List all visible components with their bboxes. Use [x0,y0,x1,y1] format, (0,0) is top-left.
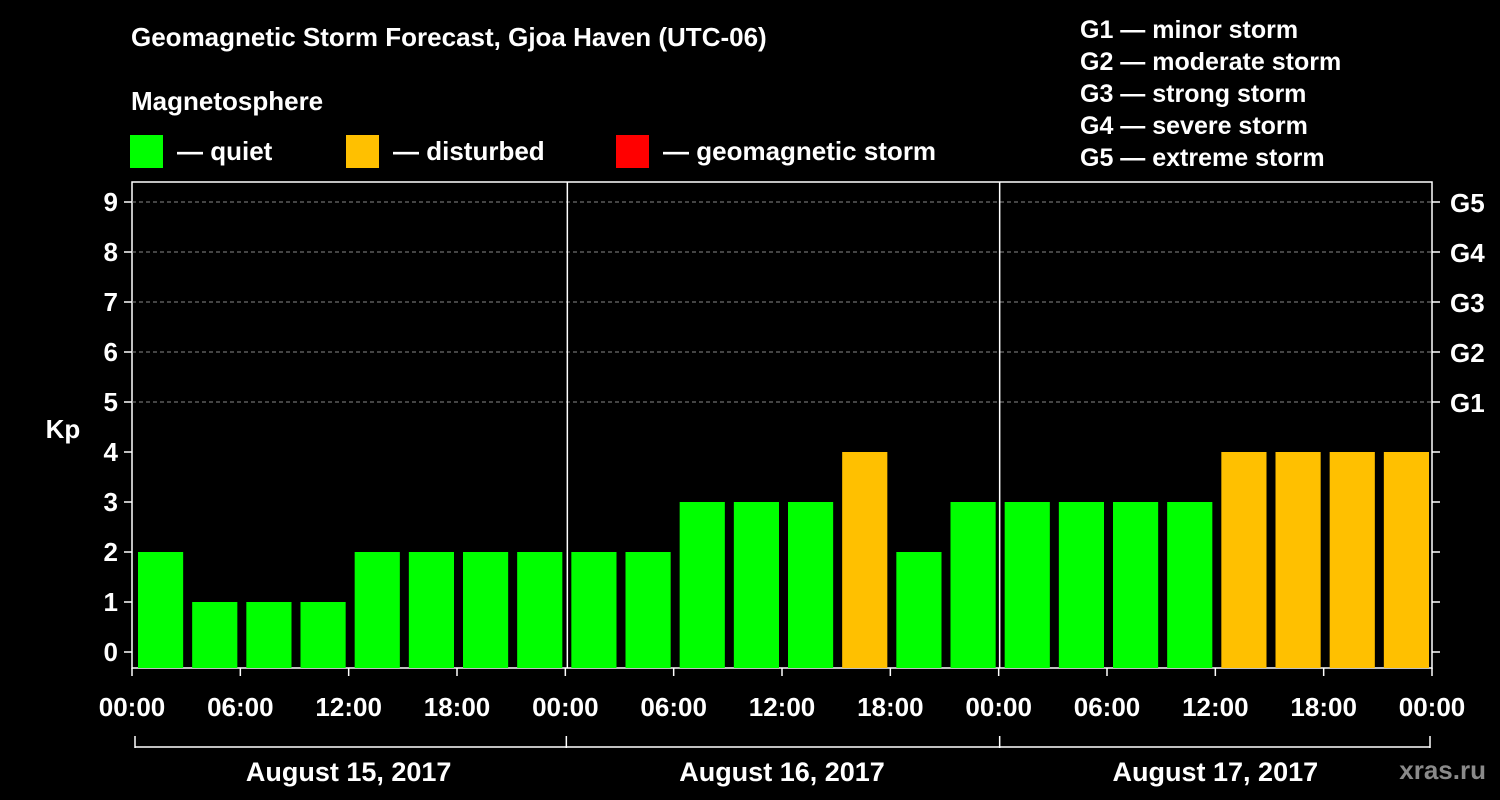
kp-bar [896,552,942,668]
kp-bar [571,552,617,668]
legend-swatch-quiet [130,134,163,168]
y-tick-label: 9 [104,187,118,217]
x-tick-label: 06:00 [640,692,707,722]
x-tick-label: 00:00 [99,692,166,722]
x-tick-label: 06:00 [1074,692,1141,722]
y-right-label-g1: G1 [1450,388,1485,418]
x-tick-label: 18:00 [1290,692,1357,722]
watermark: xras.ru [1399,755,1486,785]
y-right-label-g2: G2 [1450,338,1485,368]
kp-bar [517,552,563,668]
chart-subtitle: Magnetosphere [131,86,324,116]
x-tick-label: 00:00 [965,692,1032,722]
y-right-label-g4: G4 [1450,238,1485,268]
x-tick-label: 12:00 [1182,692,1249,722]
x-tick-label: 00:00 [532,692,599,722]
y-tick-label: 6 [104,337,118,367]
y-tick-label: 3 [104,487,118,517]
kp-bar [1275,452,1321,668]
kp-bar [1221,452,1267,668]
kp-bar [1113,502,1159,668]
kp-bar [625,552,671,668]
chart-title: Geomagnetic Storm Forecast, Gjoa Haven (… [131,22,767,52]
kp-bar [354,552,400,668]
x-tick-label: 12:00 [749,692,816,722]
kp-bar [679,502,725,668]
kp-bar [192,602,238,668]
g-scale-item-g1: G1 — minor storm [1080,16,1299,44]
y-tick-label: 7 [104,287,118,317]
legend-swatch-storm [616,134,649,168]
g-scale-list: G1 — minor storm G2 — moderate storm G3 … [1080,14,1341,174]
g-scale-item-g2: G2 — moderate storm [1080,48,1342,76]
g-scale-item-g3: G3 — strong storm [1080,80,1307,108]
legend-quiet: — quiet [130,134,272,168]
y-axis-label: Kp [46,414,81,444]
y-tick-label: 0 [104,637,118,667]
kp-bar [138,552,184,668]
x-tick-label: 18:00 [857,692,924,722]
kp-bar [842,452,888,668]
x-tick-label: 00:00 [1399,692,1466,722]
day-label: August 16, 2017 [679,757,885,787]
y-right-label-g3: G3 [1450,288,1485,318]
y-tick-label: 5 [104,387,118,417]
legend-label-storm: — geomagnetic storm [663,135,937,166]
g-scale-item-g4: G4 — severe storm [1080,112,1308,140]
y-tick-label: 4 [104,437,119,467]
kp-bar [300,602,346,668]
legend-storm: — geomagnetic storm [616,134,936,168]
kp-bar [1167,502,1213,668]
g-scale-item-g5: G5 — extreme storm [1080,144,1325,172]
kp-bar [1004,502,1050,668]
x-tick-label: 18:00 [424,692,491,722]
y-tick-label: 8 [104,237,118,267]
day-label: August 17, 2017 [1113,757,1319,787]
kp-bar [408,552,454,668]
legend-label-quiet: — quiet [177,135,273,166]
y-right-label-g5: G5 [1450,188,1485,218]
kp-bar [950,502,996,668]
kp-bar [463,552,509,668]
kp-bar [733,502,779,668]
kp-bar [246,602,292,668]
kp-bar [788,502,834,668]
y-tick-label: 2 [104,537,118,567]
legend-disturbed: — disturbed [346,134,545,168]
day-label: August 15, 2017 [246,757,452,787]
kp-bar [1383,452,1429,668]
x-tick-label: 06:00 [207,692,274,722]
legend-label-disturbed: — disturbed [393,135,545,166]
x-tick-label: 12:00 [315,692,382,722]
kp-bar [1058,502,1104,668]
legend-swatch-disturbed [346,134,379,168]
kp-bar [1329,452,1375,668]
y-tick-label: 1 [104,587,118,617]
